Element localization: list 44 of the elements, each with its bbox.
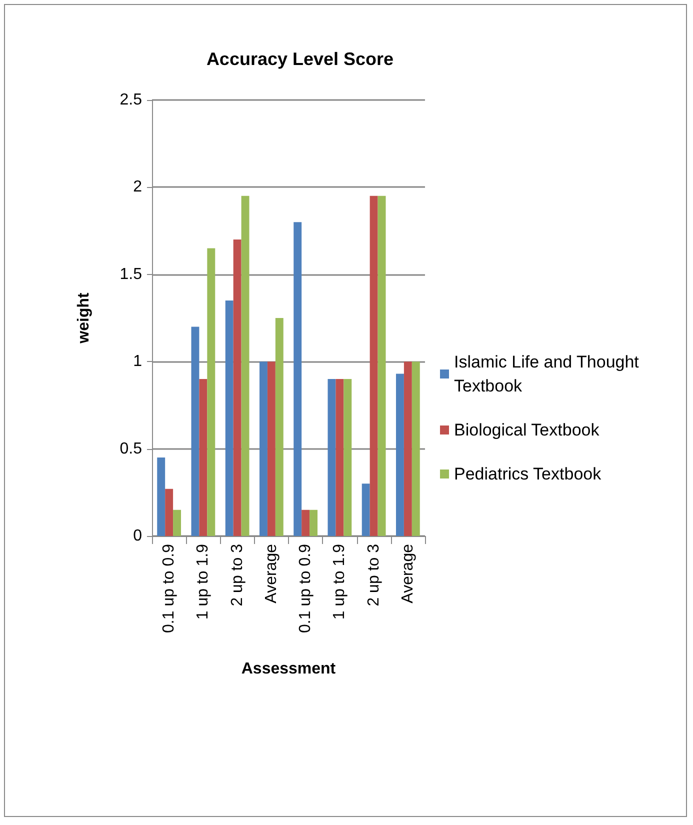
bar xyxy=(302,510,310,536)
x-tick-label: 1 up to 1.9 xyxy=(331,544,348,620)
bar xyxy=(173,510,182,536)
bar xyxy=(191,326,200,536)
bar xyxy=(294,222,302,536)
bar xyxy=(378,196,386,536)
bar xyxy=(259,362,268,536)
bar xyxy=(275,318,284,536)
bar xyxy=(157,458,166,536)
y-tick-label: 1 xyxy=(133,353,142,370)
bar xyxy=(225,300,234,536)
chart-title: Accuracy Level Score xyxy=(206,49,394,69)
bar xyxy=(336,379,344,536)
x-tick-label: 1 up to 1.9 xyxy=(194,544,212,620)
x-tick-label: 2 up to 3 xyxy=(228,544,246,606)
bar xyxy=(328,379,336,536)
y-axis-title: weight xyxy=(76,292,92,344)
x-tick-label: 0.1 up to 0.9 xyxy=(160,544,178,633)
bar xyxy=(310,510,318,536)
x-tick-label: Average xyxy=(262,544,280,604)
bar xyxy=(207,248,216,536)
y-tick-label: 1.5 xyxy=(120,266,142,283)
y-tick-label: 2 xyxy=(133,178,142,196)
legend-label: Pediatrics Textbook xyxy=(454,464,602,484)
bar xyxy=(199,379,208,536)
x-tick-label: 2 up to 3 xyxy=(365,544,382,606)
bar xyxy=(267,362,276,536)
bar xyxy=(344,379,352,536)
bar xyxy=(233,240,242,536)
legend-label: Islamic Life and Thought Textbook xyxy=(454,352,644,396)
bar xyxy=(396,374,404,536)
bar xyxy=(241,196,250,536)
y-tick-label: 2.5 xyxy=(120,92,142,108)
bar xyxy=(362,484,370,536)
legend-label: Biological Textbook xyxy=(454,420,600,440)
y-tick-label: 0.5 xyxy=(120,440,142,458)
bar xyxy=(412,362,420,536)
x-tick-label: Average xyxy=(399,544,416,604)
bar xyxy=(404,362,412,536)
bar xyxy=(165,488,174,536)
y-tick-label: 0 xyxy=(133,528,142,544)
x-tick-label: 0.1 up to 0.9 xyxy=(297,544,314,633)
x-axis-title: Assessment xyxy=(241,660,336,678)
bar xyxy=(370,196,378,536)
